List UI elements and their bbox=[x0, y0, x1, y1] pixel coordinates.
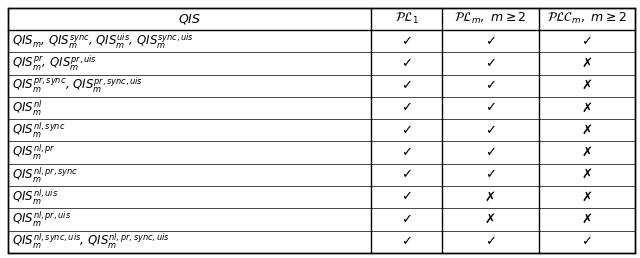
Text: ✓: ✓ bbox=[401, 101, 412, 115]
Text: $\mathcal{PL}_1$: $\mathcal{PL}_1$ bbox=[395, 11, 419, 26]
Text: ✓: ✓ bbox=[485, 124, 496, 137]
Text: ✓: ✓ bbox=[485, 168, 496, 181]
Text: ✓: ✓ bbox=[401, 146, 412, 159]
Text: $\mathcal{PLC}_m,\ m \geq 2$: $\mathcal{PLC}_m,\ m \geq 2$ bbox=[547, 11, 627, 26]
Text: $\mathit{QIS}_m^{pr,sync}$, $\mathit{QIS}_m^{pr,sync,uis}$: $\mathit{QIS}_m^{pr,sync}$, $\mathit{QIS… bbox=[12, 76, 143, 95]
Text: ✗: ✗ bbox=[581, 124, 592, 137]
Text: $\mathit{QIS}$: $\mathit{QIS}$ bbox=[178, 12, 201, 26]
Text: ✓: ✓ bbox=[485, 57, 496, 70]
Text: $\mathit{QIS}_m$, $\mathit{QIS}_m^{sync}$, $\mathit{QIS}_m^{uis}$, $\mathit{QIS}: $\mathit{QIS}_m$, $\mathit{QIS}_m^{sync}… bbox=[12, 31, 195, 51]
Text: ✓: ✓ bbox=[401, 35, 412, 48]
Text: ✓: ✓ bbox=[401, 235, 412, 248]
Text: $\mathit{QIS}_m^{nl,pr,sync}$: $\mathit{QIS}_m^{nl,pr,sync}$ bbox=[12, 165, 79, 184]
Text: ✗: ✗ bbox=[485, 213, 496, 226]
Text: ✗: ✗ bbox=[581, 213, 592, 226]
Text: ✓: ✓ bbox=[401, 168, 412, 181]
Text: ✓: ✓ bbox=[485, 101, 496, 115]
Text: ✓: ✓ bbox=[401, 213, 412, 226]
Text: ✗: ✗ bbox=[581, 101, 592, 115]
Text: ✓: ✓ bbox=[581, 235, 592, 248]
Text: ✓: ✓ bbox=[401, 57, 412, 70]
Text: ✓: ✓ bbox=[401, 191, 412, 204]
Text: ✗: ✗ bbox=[581, 191, 592, 204]
Text: ✓: ✓ bbox=[401, 124, 412, 137]
Text: $\mathit{QIS}_m^{nl,sync,uis}$, $\mathit{QIS}_m^{nl,pr,sync,uis}$: $\mathit{QIS}_m^{nl,sync,uis}$, $\mathit… bbox=[12, 232, 170, 252]
Text: $\mathit{QIS}_m^{nl,sync}$: $\mathit{QIS}_m^{nl,sync}$ bbox=[12, 120, 66, 140]
Text: $\mathit{QIS}_m^{nl,pr}$: $\mathit{QIS}_m^{nl,pr}$ bbox=[12, 143, 56, 162]
Text: ✓: ✓ bbox=[485, 146, 496, 159]
Text: $\mathit{QIS}_m^{nl,uis}$: $\mathit{QIS}_m^{nl,uis}$ bbox=[12, 187, 58, 207]
Text: ✓: ✓ bbox=[401, 79, 412, 92]
Text: $\mathit{QIS}_m^{pr}$, $\mathit{QIS}_m^{pr,uis}$: $\mathit{QIS}_m^{pr}$, $\mathit{QIS}_m^{… bbox=[12, 54, 97, 73]
Text: ✓: ✓ bbox=[485, 235, 496, 248]
Text: ✗: ✗ bbox=[581, 146, 592, 159]
Text: ✗: ✗ bbox=[581, 79, 592, 92]
Text: ✓: ✓ bbox=[581, 35, 592, 48]
Text: $\mathit{QIS}_m^{nl,pr,uis}$: $\mathit{QIS}_m^{nl,pr,uis}$ bbox=[12, 210, 71, 229]
Text: ✗: ✗ bbox=[581, 168, 592, 181]
Text: ✗: ✗ bbox=[485, 191, 496, 204]
Text: $\mathit{QIS}_m^{nl}$: $\mathit{QIS}_m^{nl}$ bbox=[12, 98, 43, 118]
Text: ✓: ✓ bbox=[485, 35, 496, 48]
Text: ✗: ✗ bbox=[581, 57, 592, 70]
Text: ✓: ✓ bbox=[485, 79, 496, 92]
Text: $\mathcal{PL}_m,\ m \geq 2$: $\mathcal{PL}_m,\ m \geq 2$ bbox=[454, 11, 527, 26]
